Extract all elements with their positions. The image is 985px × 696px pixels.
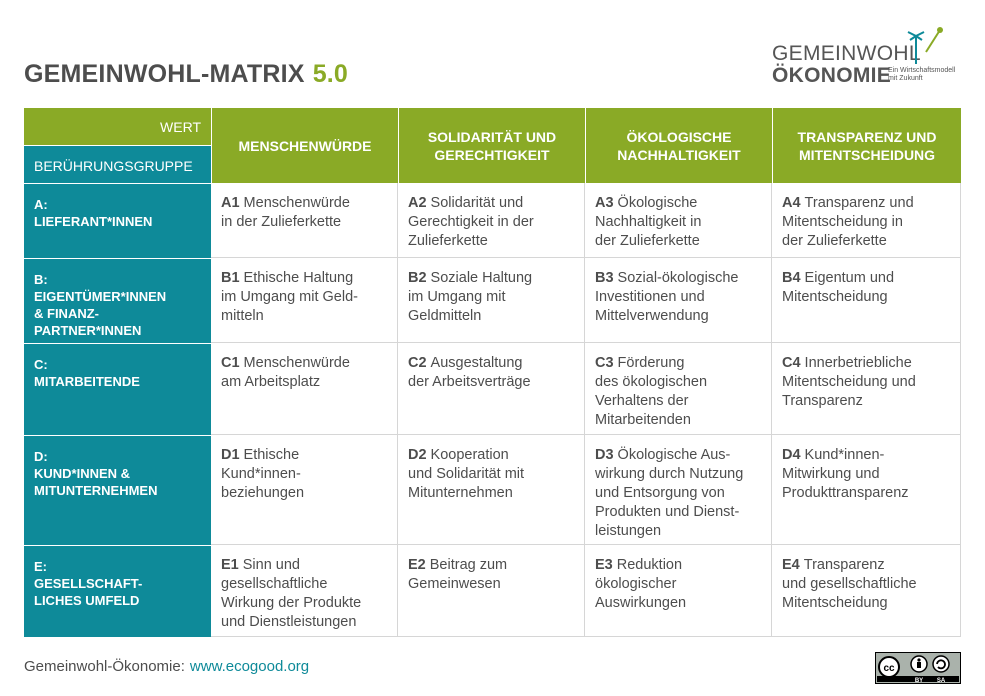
cell-code: E3	[595, 557, 613, 573]
matrix-table: WERT BERÜHRUNGSGRUPPE MENSCHENWÜRDE SOLIDAR…	[24, 108, 961, 637]
cell-text: Menschenwürde in der Zulieferkette	[221, 195, 350, 230]
cell-code: C2	[408, 355, 427, 371]
license-sa: SA	[937, 678, 946, 684]
cell-text: Solidarität und Gerechtigkeit in der Zul…	[408, 195, 534, 249]
cell-code: B2	[408, 270, 427, 286]
cell-text: Innerbetriebliche Mitentscheidung und Tr…	[782, 355, 916, 409]
cell-code: C1	[221, 355, 240, 371]
svg-text:cc: cc	[883, 663, 895, 674]
logo: GEMEINWOHL ÖKONOMIE Ein Wirtschaftsmodel…	[772, 27, 972, 102]
matrix-cell: C3 Förderung des ökologischen Verhaltens …	[585, 343, 772, 435]
title: GEMEINWOHL-MATRIX	[24, 60, 305, 88]
cell-text: Ausgestaltung der Arbeitsverträge	[408, 355, 531, 390]
cell-code: E2	[408, 557, 426, 573]
cell-code: D2	[408, 447, 427, 463]
row-header: E: GESELLSCHAFT- LICHES UMFELD	[24, 545, 211, 637]
logo-line2: ÖKONOMIE	[772, 64, 892, 87]
corner-top: WERT	[24, 108, 211, 145]
matrix-cell: D3 Ökologische Aus- wirkung durch Nutzung…	[585, 435, 772, 545]
logo-tagline: Ein Wirtschaftsmodell mit Zukunft	[888, 67, 956, 82]
cell-text: Ethische Kund*innen- beziehungen	[221, 447, 305, 501]
matrix-cell: A1 Menschenwürde in der Zulieferkette	[211, 183, 398, 258]
cell-text: Eigentum und Mitentscheidung	[782, 270, 895, 305]
cell-code: E1	[221, 557, 239, 573]
column-header: ÖKOLOGISCHE NACHHALTIGKEIT	[585, 108, 772, 183]
cell-code: A3	[595, 195, 614, 211]
row-header: A: LIEFERANT*INNEN	[24, 183, 211, 258]
matrix-cell: E4 Transparenz und gesellschaftliche Mite…	[772, 545, 961, 637]
cell-text: Soziale Haltung im Umgang mit Geldmittel…	[408, 270, 533, 324]
cell-text: Transparenz und Mitentscheidung in der Z…	[782, 195, 914, 249]
matrix-cell: E3 Reduktion ökologischer Auswirkungen	[585, 545, 772, 637]
matrix-cell: B2 Soziale Haltung im Umgang mit Geldmitt…	[398, 258, 585, 343]
cell-text: Sozial-ökologische Investitionen und Mit…	[595, 270, 739, 324]
footer-label: Gemeinwohl-Ökonomie:	[24, 658, 185, 675]
cell-code: E4	[782, 557, 800, 573]
cell-code: D4	[782, 447, 801, 463]
matrix-cell: A3 Ökologische Nachhaltigkeit in der Zuli…	[585, 183, 772, 258]
matrix-cell: C2 Ausgestaltung der Arbeitsverträge	[398, 343, 585, 435]
column-header: MENSCHENWÜRDE	[211, 108, 398, 183]
cell-code: B3	[595, 270, 614, 286]
matrix-cell: C1 Menschenwürde am Arbeitsplatz	[211, 343, 398, 435]
cell-text: Menschenwürde am Arbeitsplatz	[221, 355, 350, 390]
row-header: D: KUND*INNEN & MITUNTERNEHMEN	[24, 435, 211, 545]
cell-code: C4	[782, 355, 801, 371]
cell-text: Kooperation und Solidarität mit Mitunter…	[408, 447, 525, 501]
column-header: TRANSPARENZ UND MITENTSCHEIDUNG	[772, 108, 961, 183]
matrix-cell: B3 Sozial-ökologische Investitionen und M…	[585, 258, 772, 343]
cell-text: Kund*innen- Mitwirkung und Produkttransp…	[782, 447, 909, 501]
matrix-cell: B4 Eigentum und Mitentscheidung	[772, 258, 961, 343]
cell-code: A2	[408, 195, 427, 211]
corner-bottom: BERÜHRUNGSGRUPPE	[24, 145, 211, 183]
logo-line1: GEMEINWOHL	[772, 42, 921, 65]
matrix-cell: B1 Ethische Haltung im Umgang mit Geld- m…	[211, 258, 398, 343]
cell-text: Förderung des ökologischen Verhaltens de…	[595, 355, 708, 428]
matrix-cell: C4 Innerbetriebliche Mitentscheidung und …	[772, 343, 961, 435]
cell-code: B4	[782, 270, 801, 286]
matrix-cell: D2 Kooperation und Solidarität mit Mitunt…	[398, 435, 585, 545]
footer-link[interactable]: www.ecogood.org	[189, 658, 310, 675]
matrix-cell: A4 Transparenz und Mitentscheidung in der…	[772, 183, 961, 258]
cell-text: Ethische Haltung im Umgang mit Geld- mit…	[221, 270, 358, 324]
footer: Gemeinwohl-Ökonomie: www.ecogood.org	[24, 658, 309, 675]
column-header: SOLIDARITÄT UND GERECHTIGKEIT	[398, 108, 585, 183]
cell-code: A1	[221, 195, 240, 211]
row-header: B: EIGENTÜMER*INNEN & FINANZ- PARTNER*IN…	[24, 258, 211, 343]
cell-text: Ökologische Nachhaltigkeit in der Zulief…	[595, 195, 702, 249]
cell-text: Reduktion ökologischer Auswirkungen	[595, 557, 687, 611]
cell-code: A4	[782, 195, 801, 211]
cell-text: Transparenz und gesellschaftliche Mitent…	[782, 557, 917, 611]
matrix-cell: D1 Ethische Kund*innen- beziehungen	[211, 435, 398, 545]
matrix-cell: E1 Sinn und gesellschaftliche Wirkung der…	[211, 545, 398, 637]
cell-text: Ökologische Aus- wirkung durch Nutzung u…	[595, 447, 744, 539]
cell-text: Sinn und gesellschaftliche Wirkung der P…	[221, 557, 362, 630]
logo-icon	[907, 27, 943, 64]
version: 5.0	[312, 60, 349, 88]
matrix-cell: E2 Beitrag zum Gemeinwesen	[398, 545, 585, 637]
cell-code: C3	[595, 355, 614, 371]
license-badge: cc BY SA	[875, 652, 961, 684]
cell-code: D1	[221, 447, 240, 463]
matrix-cell: D4 Kund*innen- Mitwirkung und Produkttran…	[772, 435, 961, 545]
cell-text: Beitrag zum Gemeinwesen	[408, 557, 508, 592]
license-by: BY	[915, 678, 923, 684]
cell-code: B1	[221, 270, 240, 286]
matrix-cell: A2 Solidarität und Gerechtigkeit in der Z…	[398, 183, 585, 258]
cell-code: D3	[595, 447, 614, 463]
title-block: GEMEINWOHL-MATRIX 5.0	[24, 60, 348, 89]
row-header: C: MITARBEITENDE	[24, 343, 211, 435]
